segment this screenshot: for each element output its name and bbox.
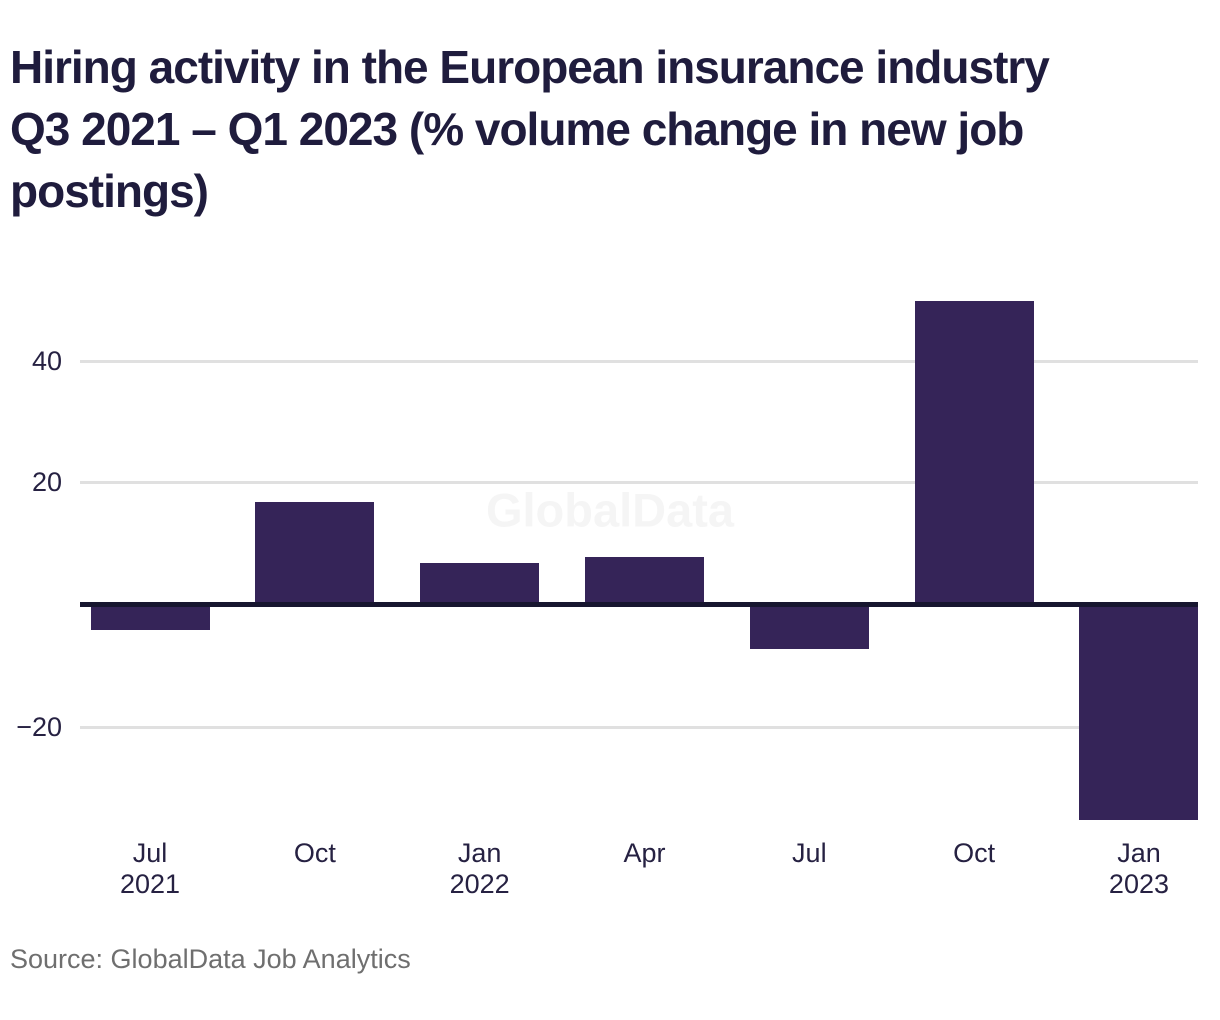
chart-title-line-2: Q3 2021 – Q1 2023 (% volume change in ne… xyxy=(10,103,1024,155)
x-tick-label-jul-2022: Jul xyxy=(792,838,827,868)
bar-oct-2022 xyxy=(914,300,1034,606)
chart-title-line-1: Hiring activity in the European insuranc… xyxy=(10,41,1050,93)
y-tick-label-minus-20: −20 xyxy=(16,712,62,742)
bar-jan-2022 xyxy=(420,563,540,606)
bar-apr-2022 xyxy=(584,557,704,606)
gridline-40 xyxy=(80,360,1198,363)
x-tick-label-jan-2023: Jan 2023 xyxy=(1108,838,1169,899)
bar-oct-2021 xyxy=(255,502,375,606)
source-note: Source: GlobalData Job Analytics xyxy=(10,944,411,974)
chart-title-line-3: postings) xyxy=(10,165,209,217)
gridline-20 xyxy=(80,481,1198,484)
bar-jul-2021 xyxy=(90,606,210,631)
x-tick-label-jul-2021: Jul 2021 xyxy=(119,838,181,899)
x-tick-label-apr-2022: Apr xyxy=(623,838,666,868)
y-tick-label-40: 40 xyxy=(31,346,62,376)
bar-jul-2022 xyxy=(749,606,869,649)
x-tick-label-oct-2022: Oct xyxy=(953,838,996,868)
x-tick-label-oct-2021: Oct xyxy=(293,838,336,868)
x-axis-zero-line xyxy=(80,602,1198,607)
bar-jan-2023 xyxy=(1079,606,1199,820)
gridline-minus-20 xyxy=(80,726,1198,729)
x-tick-label-jan-2022: Jan 2022 xyxy=(449,838,510,899)
y-tick-label-20: 20 xyxy=(31,467,62,497)
globaldata-watermark: GlobalData xyxy=(485,483,735,537)
chart-title: Hiring activity in the European insuranc… xyxy=(10,36,1200,222)
